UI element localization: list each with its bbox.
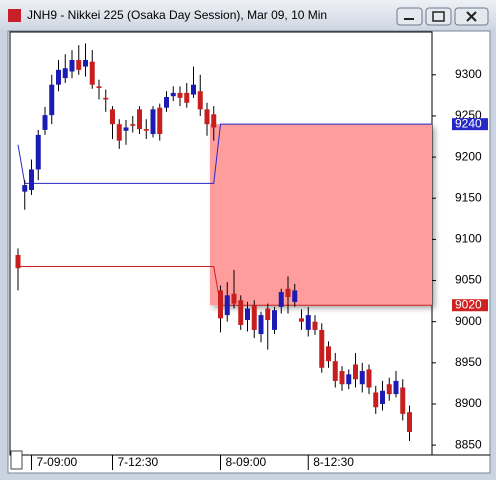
y-tick-label: 8950 — [455, 355, 482, 369]
candle-body — [359, 371, 365, 385]
candle-body — [326, 346, 331, 362]
candle-body — [299, 318, 304, 322]
candle-body — [400, 387, 406, 414]
candle-body — [42, 115, 48, 130]
x-tick-label: 7-09:00 — [37, 455, 78, 469]
y-tick-label: 9050 — [455, 273, 482, 287]
candle-body — [224, 295, 230, 316]
candle-body — [197, 91, 203, 110]
candle-body — [339, 371, 345, 385]
last-value-label: 9020 — [455, 297, 482, 311]
last-value-box — [452, 118, 488, 131]
y-tick-label: 8900 — [455, 396, 482, 410]
overlay-line — [17, 123, 410, 184]
maximize-button[interactable] — [425, 7, 452, 26]
window-buttons[interactable] — [396, 7, 489, 26]
candle-body — [218, 290, 223, 319]
minimize-button[interactable] — [396, 7, 423, 26]
last-value-box — [452, 299, 488, 312]
candle-body — [130, 124, 136, 126]
candle-body — [164, 97, 169, 108]
candle-body — [56, 69, 61, 85]
candle-body — [76, 59, 82, 70]
candle-body — [346, 374, 352, 385]
candle-body — [211, 114, 217, 128]
candle-body — [191, 84, 196, 95]
candle-body — [143, 129, 149, 131]
y-tick-label: 9300 — [455, 67, 482, 81]
candle-body — [184, 92, 190, 103]
candle-body — [15, 255, 21, 269]
candle-body — [35, 134, 41, 170]
maximize-icon — [432, 11, 445, 22]
candle-body — [258, 315, 264, 335]
candle-body — [312, 321, 318, 330]
candle-body — [170, 92, 176, 97]
candle-body — [265, 308, 271, 321]
candle-body — [96, 86, 102, 88]
window-title: JNH9 - Nikkei 225 (Osaka Day Session), M… — [27, 8, 327, 22]
candle-body — [407, 412, 412, 432]
candle-body — [150, 109, 156, 135]
candle-body — [123, 127, 129, 131]
candle-body — [285, 288, 291, 297]
candle-body — [393, 380, 399, 395]
candle-body — [305, 315, 311, 330]
candle-body — [69, 59, 75, 72]
candle-body — [22, 185, 28, 192]
y-tick-label: 9100 — [455, 232, 482, 246]
candle-body — [245, 308, 250, 321]
candle-body — [103, 97, 109, 100]
candle-body — [332, 361, 338, 381]
candle-body — [137, 109, 142, 130]
candle-body — [386, 384, 392, 395]
candle-body — [366, 369, 372, 388]
candle-body — [116, 124, 122, 141]
x-tick-label: 7-12:30 — [118, 455, 159, 469]
candle-body — [238, 300, 244, 325]
candle-body — [204, 109, 210, 125]
y-tick-label: 8850 — [455, 437, 482, 451]
close-icon — [466, 11, 477, 22]
candle-body — [29, 169, 34, 191]
candle-body — [380, 390, 385, 404]
y-tick-label: 9150 — [455, 190, 482, 204]
y-tick-label: 9200 — [455, 149, 482, 163]
candle-body — [89, 61, 95, 85]
overlay-line — [18, 266, 410, 306]
x-tick-label: 8-12:30 — [313, 455, 354, 469]
price-zone — [210, 124, 432, 306]
y-tick-label: 9000 — [455, 314, 482, 328]
candle-body — [62, 68, 68, 79]
candle-body — [319, 329, 325, 368]
scroll-box[interactable] — [10, 450, 23, 470]
candle-body — [177, 92, 183, 98]
candle-body — [110, 109, 115, 125]
candle-body — [353, 364, 358, 380]
candle-body — [373, 392, 379, 408]
candle-body — [272, 310, 277, 330]
candle-body — [157, 107, 163, 135]
candle-body — [292, 290, 298, 302]
candle-body — [251, 305, 257, 330]
app-icon — [8, 9, 21, 22]
candle-body — [231, 293, 237, 304]
candle-body — [278, 292, 284, 307]
candle-body — [83, 59, 88, 67]
x-tick-label: 8-09:00 — [226, 455, 267, 469]
last-value-label: 9240 — [455, 116, 482, 130]
candle-body — [49, 84, 55, 116]
